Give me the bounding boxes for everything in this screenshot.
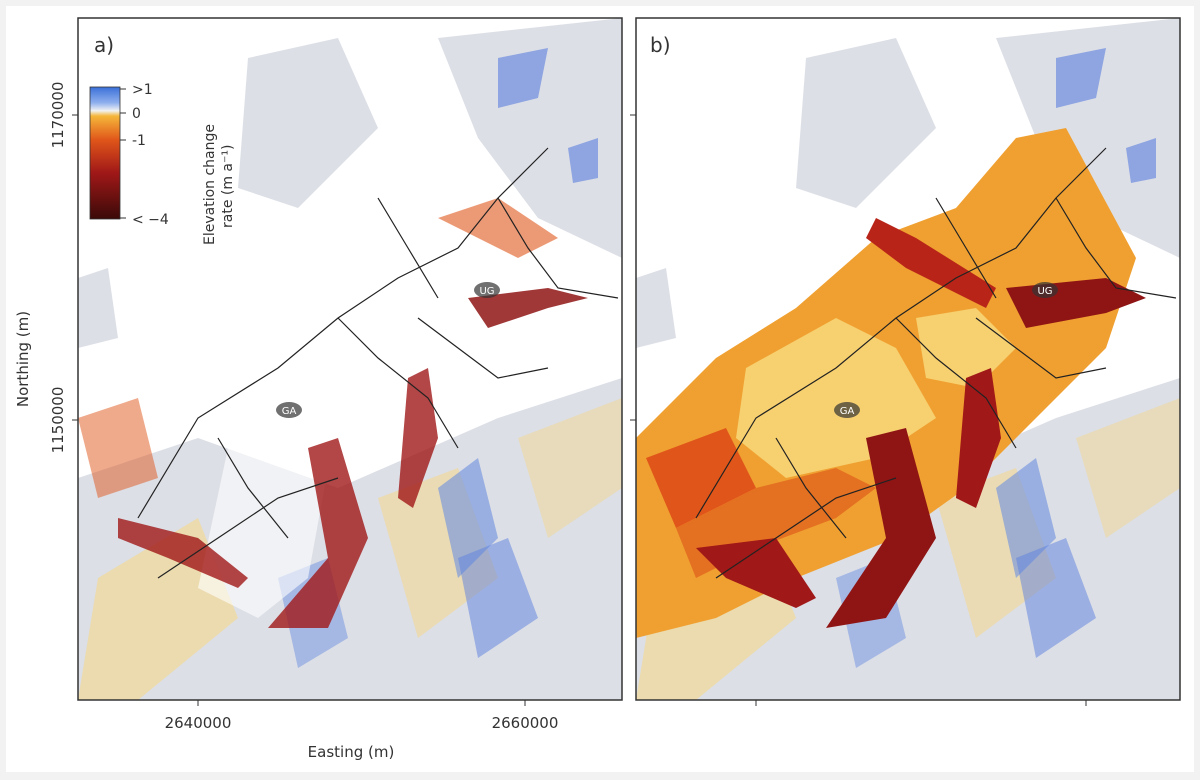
y-axis: 1170000 1150000 Northing (m) xyxy=(14,82,636,454)
panel-a-map xyxy=(78,18,622,700)
x-tick-label: 2660000 xyxy=(492,714,559,732)
panel-a-frame xyxy=(77,17,623,701)
colorbar-tick: >1 xyxy=(132,82,153,98)
glacier-label-ga-b: GA xyxy=(834,402,860,418)
x-axis-label: Easting (m) xyxy=(308,743,395,761)
svg-text:GA: GA xyxy=(840,406,855,417)
colorbar-title-line1: Elevation change xyxy=(202,124,218,245)
svg-text:UG: UG xyxy=(1037,286,1052,297)
glacier-tongue xyxy=(268,438,368,628)
panel-b-map xyxy=(636,18,1180,700)
colorbar-tick: 0 xyxy=(132,106,141,122)
x-tick-label: 2640000 xyxy=(165,714,232,732)
glacier-label-ga-a: GA xyxy=(276,402,302,418)
panel-a-label: a) xyxy=(94,33,114,57)
y-axis-label: Northing (m) xyxy=(14,311,32,407)
glacier-label-ug-b: UG xyxy=(1032,282,1058,298)
colorbar: >1 0 -1 < −4 Elevation change rate (m a⁻… xyxy=(89,82,236,245)
glacier-label-ug-a: UG xyxy=(474,282,500,298)
y-tick-label: 1170000 xyxy=(49,82,67,149)
y-tick-label: 1150000 xyxy=(49,387,67,454)
panel-b-frame xyxy=(635,17,1181,701)
svg-text:UG: UG xyxy=(479,286,494,297)
x-axis: 2640000 2660000 Easting (m) xyxy=(165,700,1087,761)
glacier-tongue xyxy=(826,428,936,628)
panel-b-label: b) xyxy=(650,33,671,57)
colorbar-tick: -1 xyxy=(132,133,146,149)
colorbar-tick: < −4 xyxy=(132,212,169,228)
colorbar-title-line2: rate (m a⁻¹) xyxy=(220,145,236,228)
svg-text:GA: GA xyxy=(282,406,297,417)
